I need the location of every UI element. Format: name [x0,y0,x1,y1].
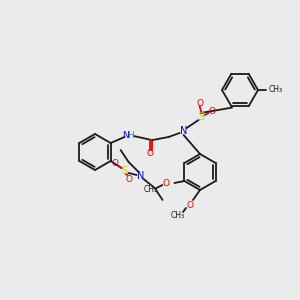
Text: CH₃: CH₃ [269,85,283,94]
Text: O: O [196,98,203,107]
Text: O: O [111,158,118,167]
Text: H: H [127,130,134,140]
Text: O: O [125,175,132,184]
Text: O: O [187,202,194,211]
Text: O: O [208,106,215,116]
Text: CH₃: CH₃ [143,184,158,194]
Text: CH₃: CH₃ [171,212,185,220]
Text: N: N [180,126,187,136]
Text: N: N [137,171,144,181]
Text: O: O [163,179,170,188]
Text: S: S [199,112,205,122]
Text: S: S [122,166,128,176]
Text: N: N [122,130,129,140]
Text: O: O [146,149,153,158]
